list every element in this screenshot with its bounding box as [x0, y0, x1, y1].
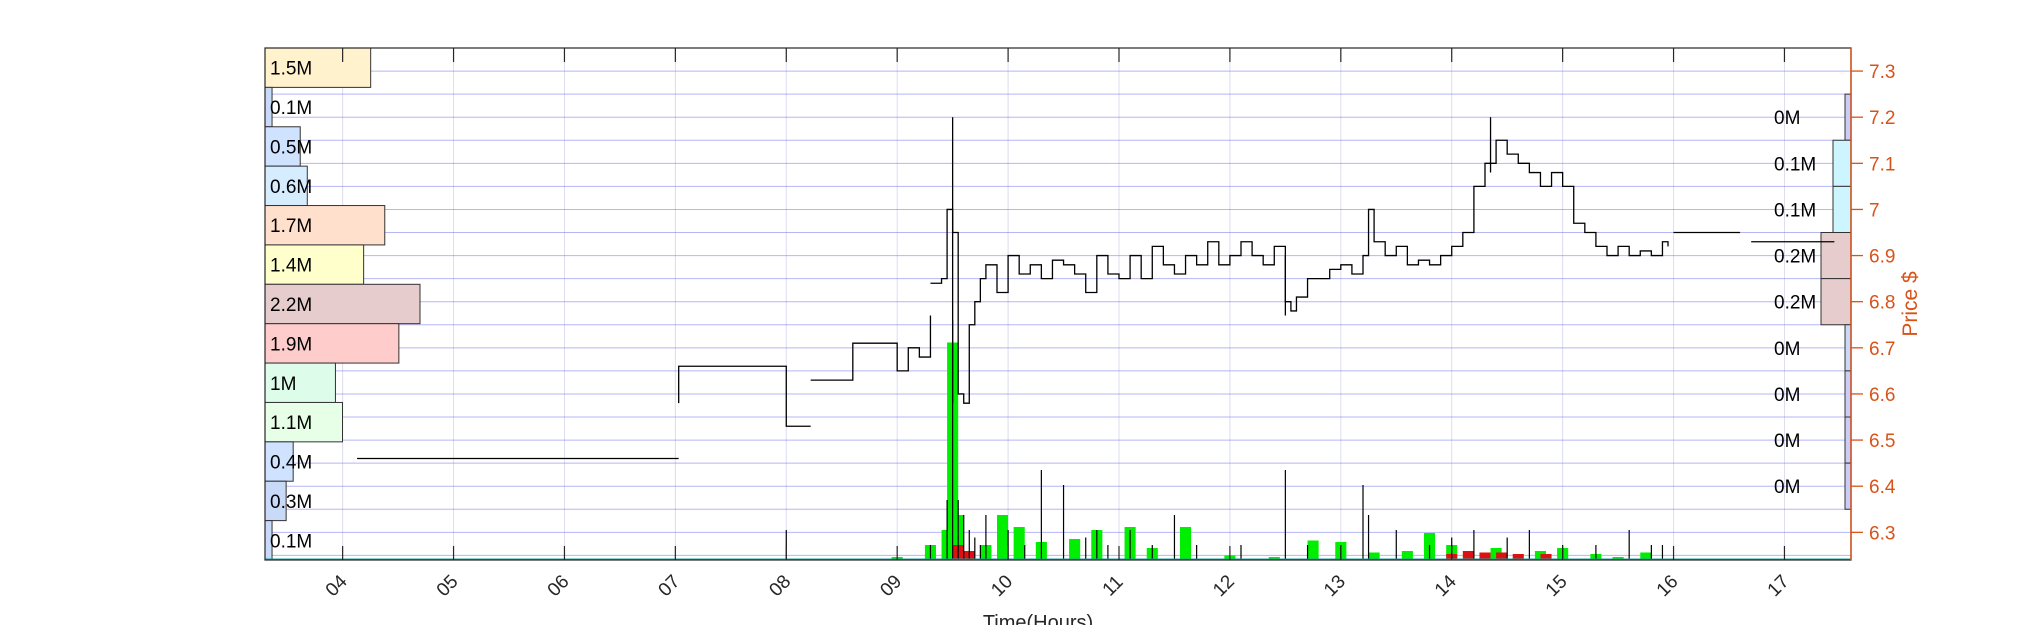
volume-profile-label-left: 1.4M — [270, 256, 312, 277]
volume-profile-label-right: 0.2M — [1774, 293, 1816, 314]
buy-volume-bar — [1013, 527, 1025, 560]
volume-profile-label-right: 0M — [1774, 108, 1800, 129]
volume-profile-label-left: 1.9M — [270, 334, 312, 355]
x-tick-label: 05 — [433, 571, 463, 601]
volume-profile-bar-left — [264, 205, 386, 246]
price-line-segment — [930, 139, 1669, 404]
volume-profile-label-right: 0.1M — [1774, 200, 1816, 221]
x-tick-label: 09 — [876, 571, 906, 601]
x-tick-label: 13 — [1320, 571, 1350, 601]
volume-profile-label-left: 1M — [270, 374, 296, 395]
x-tick-label: 08 — [765, 571, 795, 601]
x-tick-label: 04 — [322, 571, 352, 601]
volume-profile-label-left: 1.5M — [270, 59, 312, 80]
volume-profile-bar-left — [264, 441, 294, 482]
sell-volume-bar — [1512, 554, 1524, 560]
buy-volume-bar — [1368, 552, 1380, 560]
volume-profile-label-left: 0.3M — [270, 492, 312, 513]
y-tick-label: 6.9 — [1869, 247, 1895, 268]
volume-profile-label-left: 0.4M — [270, 453, 312, 474]
x-tick-label: 12 — [1209, 571, 1239, 601]
volume-profile-label-right: 0M — [1774, 339, 1800, 360]
volume-profile-bar-right — [1844, 462, 1852, 510]
y-tick-label: 6.7 — [1869, 339, 1895, 360]
volume-profile-bar-right — [1820, 232, 1852, 280]
y-tick-label: 6.8 — [1869, 293, 1895, 314]
volume-profile-left: 1.5M 0.1M 0.5M 0.6M 1.7M 1.4M 2.2M 1.9M 1M 1.1M 0.… — [264, 47, 421, 561]
x-tick-label: 14 — [1431, 571, 1461, 601]
volume-profile-label-left: 1.7M — [270, 216, 312, 237]
volume-profile-bar-left — [264, 323, 400, 364]
volume-profile-label-left: 0.1M — [270, 531, 312, 552]
x-tick-label: 16 — [1653, 571, 1683, 601]
volume-profile-bar-right — [1844, 324, 1852, 372]
y-tick-label: 7.2 — [1869, 108, 1895, 129]
volume-profile-label-left: 1.1M — [270, 413, 312, 434]
plot-background — [265, 48, 1851, 560]
volume-profile-label-left: 2.2M — [270, 295, 312, 316]
volume-profile-bar-left — [264, 244, 365, 285]
price-series — [357, 117, 1835, 460]
buy-volume-bar — [1640, 552, 1652, 560]
volume-profile-label-right: 0M — [1774, 385, 1800, 406]
volume-profile-right: 0M 0.1M 0.1M 0.2M 0.2M 0M 0M 0M 0M — [1774, 93, 1852, 510]
sell-volume-bar — [1496, 552, 1508, 560]
volume-profile-label-left: 0.6M — [270, 177, 312, 198]
volume-profile-bar-left — [264, 165, 308, 207]
volume-profile-label-right: 0.1M — [1774, 154, 1816, 175]
buy-volume-bar — [1490, 548, 1502, 560]
volume-profile-bar-right — [1844, 416, 1852, 464]
volume-profile-bar-right — [1820, 278, 1852, 326]
volume-profile-label-left: 0.5M — [270, 137, 312, 158]
volume-profile-label-right: 0M — [1774, 477, 1800, 498]
volume-profile-bar-left — [264, 362, 336, 403]
volume-profile-bar-right — [1844, 370, 1852, 418]
x-tick-label: 10 — [987, 571, 1017, 601]
volume-profile-label-right: 0.2M — [1774, 247, 1816, 268]
x-axis-label: Time(Hours) — [983, 612, 1093, 625]
y-tick-label: 7.3 — [1869, 62, 1895, 83]
volume-profile-bar-right — [1832, 139, 1852, 187]
buy-volume-bar — [1401, 551, 1413, 560]
y-tick-label: 6.3 — [1869, 523, 1895, 544]
y-tick-label: 6.6 — [1869, 385, 1895, 406]
price-line-segment — [678, 365, 811, 427]
y-tick-label: 7 — [1869, 200, 1880, 221]
volume-profile-bar-left — [264, 401, 343, 443]
x-tick-label: 06 — [544, 571, 574, 601]
volume-profile-bar-right — [1832, 185, 1852, 234]
x-tick-label: 17 — [1764, 571, 1794, 601]
buy-volume-bar — [1069, 539, 1081, 560]
sell-volume-bar — [1479, 552, 1491, 560]
y-tick-label: 6.5 — [1869, 431, 1895, 452]
sell-volume-bar — [1540, 554, 1552, 560]
x-tick-label: 07 — [655, 571, 685, 601]
volume-profile-bar-right — [1844, 93, 1852, 141]
buy-volume-bar — [1307, 540, 1319, 560]
volume-profile-label-left: 0.1M — [270, 98, 312, 119]
y-axis-right: 6.3 6.4 6.5 6.6 6.7 6.8 6.9 7 7.1 7.2 7.3 — [1850, 48, 1896, 560]
buy-volume-bar — [997, 515, 1009, 560]
sell-volume-bar — [1462, 551, 1474, 560]
volume-profile-label-right: 0M — [1774, 431, 1800, 452]
x-tick-label: 11 — [1099, 572, 1128, 601]
y-tick-label: 7.1 — [1869, 154, 1895, 175]
y-tick-label: 6.4 — [1869, 477, 1896, 498]
y-axis-label: Price $ — [1899, 271, 1922, 337]
price-line-segment — [810, 315, 932, 381]
x-tick-label: 15 — [1542, 571, 1572, 601]
buy-volume-bar — [1180, 527, 1192, 560]
